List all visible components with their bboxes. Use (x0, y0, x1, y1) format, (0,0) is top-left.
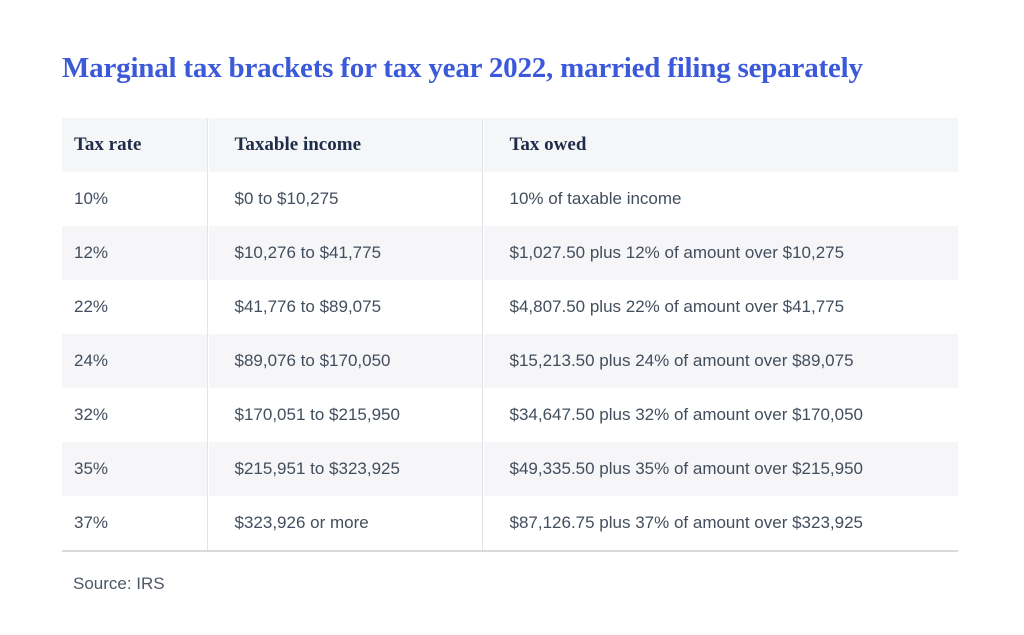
table-row: 10% $0 to $10,275 10% of taxable income (62, 172, 958, 226)
content-area: Marginal tax brackets for tax year 2022,… (62, 51, 958, 594)
table-cell: $41,776 to $89,075 (206, 280, 482, 334)
column-header: Tax rate (62, 118, 207, 172)
table-row: 12% $10,276 to $41,775 $1,027.50 plus 12% … (62, 226, 958, 280)
table-cell: $49,335.50 plus 35% of amount over $215,… (481, 442, 958, 496)
column-header: Tax owed (481, 118, 958, 172)
table-cell: 10% (62, 172, 207, 226)
page-title: Marginal tax brackets for tax year 2022,… (62, 52, 863, 84)
table-cell: $323,926 or more (206, 496, 482, 551)
table-cell: 22% (62, 280, 207, 334)
table-cell: 35% (62, 442, 207, 496)
table-cell: 37% (62, 496, 207, 551)
column-header: Taxable income (206, 118, 482, 172)
table-row: 32% $170,051 to $215,950 $34,647.50 plus 3… (62, 388, 958, 442)
table-cell: 32% (62, 388, 207, 442)
table-cell: $10,276 to $41,775 (206, 226, 482, 280)
table-cell: $0 to $10,275 (206, 172, 482, 226)
table-cell: $15,213.50 plus 24% of amount over $89,0… (481, 334, 958, 388)
table-cell: $89,076 to $170,050 (206, 334, 482, 388)
table-cell: $1,027.50 plus 12% of amount over $10,27… (481, 226, 958, 280)
table-row: 22% $41,776 to $89,075 $4,807.50 plus 22% … (62, 280, 958, 334)
table-row: 35% $215,951 to $323,925 $49,335.50 plus 3… (62, 442, 958, 496)
table-cell: $4,807.50 plus 22% of amount over $41,77… (481, 280, 958, 334)
table-row: 37% $323,926 or more $87,126.75 plus 37% o… (62, 496, 958, 551)
table-cell: 12% (62, 226, 207, 280)
tax-brackets-table: Tax rate Taxable income Tax owed 10% $0 to … (62, 118, 958, 552)
table-cell: 10% of taxable income (481, 172, 958, 226)
table-header-row: Tax rate Taxable income Tax owed (62, 118, 958, 172)
table-cell: $34,647.50 plus 32% of amount over $170,… (481, 388, 958, 442)
table-cell: $170,051 to $215,950 (206, 388, 482, 442)
table-cell: 24% (62, 334, 207, 388)
table-cell: $87,126.75 plus 37% of amount over $323,… (481, 496, 958, 551)
table-cell: $215,951 to $323,925 (206, 442, 482, 496)
table-row: 24% $89,076 to $170,050 $15,213.50 plus 24… (62, 334, 958, 388)
source-attribution: Source: IRS (73, 574, 165, 593)
